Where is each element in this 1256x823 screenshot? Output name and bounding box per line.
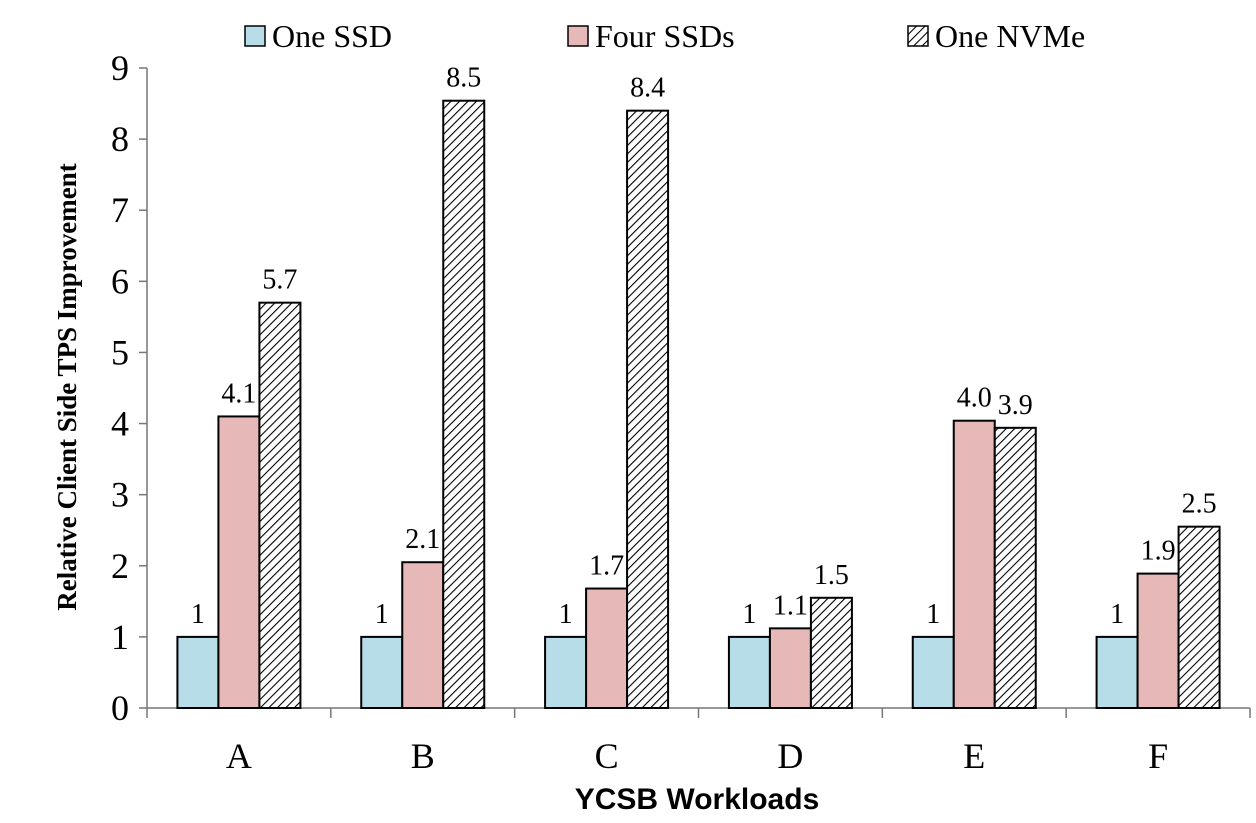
y-axis: 0 1 2 3 4 5 6 7 8 9 xyxy=(111,48,148,728)
data-label: 1.7 xyxy=(589,551,624,582)
bar-one-ssd-A xyxy=(176,635,220,710)
bar-one-nvme-B xyxy=(442,99,486,709)
x-tick-label: D xyxy=(777,736,803,776)
data-label: 4.1 xyxy=(221,378,256,409)
bar-one-ssd-D xyxy=(727,635,771,710)
bar-one-ssd-F xyxy=(1095,635,1139,710)
data-label: 1.1 xyxy=(773,590,808,621)
legend: One SSD Four SSDs One NVMe xyxy=(244,18,1085,54)
bar-one-nvme-A xyxy=(258,301,302,709)
data-label: 2.1 xyxy=(405,524,440,555)
bars xyxy=(176,99,1221,710)
bar-four-ssds-B xyxy=(401,561,445,709)
legend-label-four-ssds: Four SSDs xyxy=(595,18,735,54)
legend-label-one-ssd: One SSD xyxy=(272,18,392,54)
data-label: 4.0 xyxy=(957,383,992,414)
y-tick-label: 4 xyxy=(111,404,129,444)
legend-label-one-nvme: One NVMe xyxy=(935,18,1085,54)
legend-swatch-one-ssd xyxy=(244,25,266,47)
bar-one-ssd-B xyxy=(360,635,404,710)
legend-swatch-one-nvme xyxy=(907,25,929,47)
y-tick-label: 9 xyxy=(111,48,129,88)
y-tick-label: 6 xyxy=(111,261,129,301)
data-label: 3.9 xyxy=(998,390,1033,421)
bar-one-nvme-C xyxy=(626,109,670,709)
bar-one-nvme-E xyxy=(993,426,1037,709)
data-label: 1 xyxy=(742,599,756,630)
y-tick-label: 5 xyxy=(111,332,129,372)
y-tick-label: 3 xyxy=(111,475,129,515)
legend-swatch-four-ssds xyxy=(567,25,589,47)
data-label: 1.5 xyxy=(814,560,849,591)
x-tick-label: E xyxy=(963,736,985,776)
bar-one-ssd-C xyxy=(544,635,588,710)
y-tick-label: 7 xyxy=(111,190,129,230)
data-label: 8.4 xyxy=(630,73,665,104)
y-tick-label: 1 xyxy=(111,617,129,657)
data-label: 1 xyxy=(1110,599,1124,630)
bar-four-ssds-F xyxy=(1136,572,1180,709)
x-axis-title: YCSB Workloads xyxy=(575,783,820,816)
bar-one-ssd-E xyxy=(911,635,955,710)
bar-four-ssds-D xyxy=(768,627,812,709)
bar-four-ssds-C xyxy=(585,587,629,709)
data-label: 1 xyxy=(375,599,389,630)
bar-one-nvme-F xyxy=(1177,525,1221,710)
data-labels: 1 1 1 1 1 1 4.1 2.1 1.7 1.1 4.0 1.9 5.7 8.5 8.4 1.5 3.9 2… xyxy=(191,63,1217,630)
data-label: 8.5 xyxy=(446,63,481,94)
x-tick-label: A xyxy=(226,736,252,776)
y-tick-label: 8 xyxy=(111,119,129,159)
y-tick-label: 2 xyxy=(111,546,129,586)
x-tick-label: C xyxy=(595,736,619,776)
data-label: 5.7 xyxy=(262,265,297,296)
data-label: 1 xyxy=(191,599,205,630)
y-tick-label: 0 xyxy=(111,688,129,728)
bar-one-nvme-D xyxy=(809,596,853,709)
x-tick-label: F xyxy=(1148,736,1168,776)
y-axis-title: Relative Client Side TPS Improvement xyxy=(52,163,82,610)
x-tick-label: B xyxy=(411,736,435,776)
bar-four-ssds-E xyxy=(952,419,996,709)
data-label: 2.5 xyxy=(1182,489,1217,520)
data-label: 1 xyxy=(926,599,940,630)
data-label: 1 xyxy=(559,599,573,630)
x-axis: A B C D E F xyxy=(146,707,1251,776)
data-label: 1.9 xyxy=(1141,536,1176,567)
bar-four-ssds-A xyxy=(217,415,261,709)
